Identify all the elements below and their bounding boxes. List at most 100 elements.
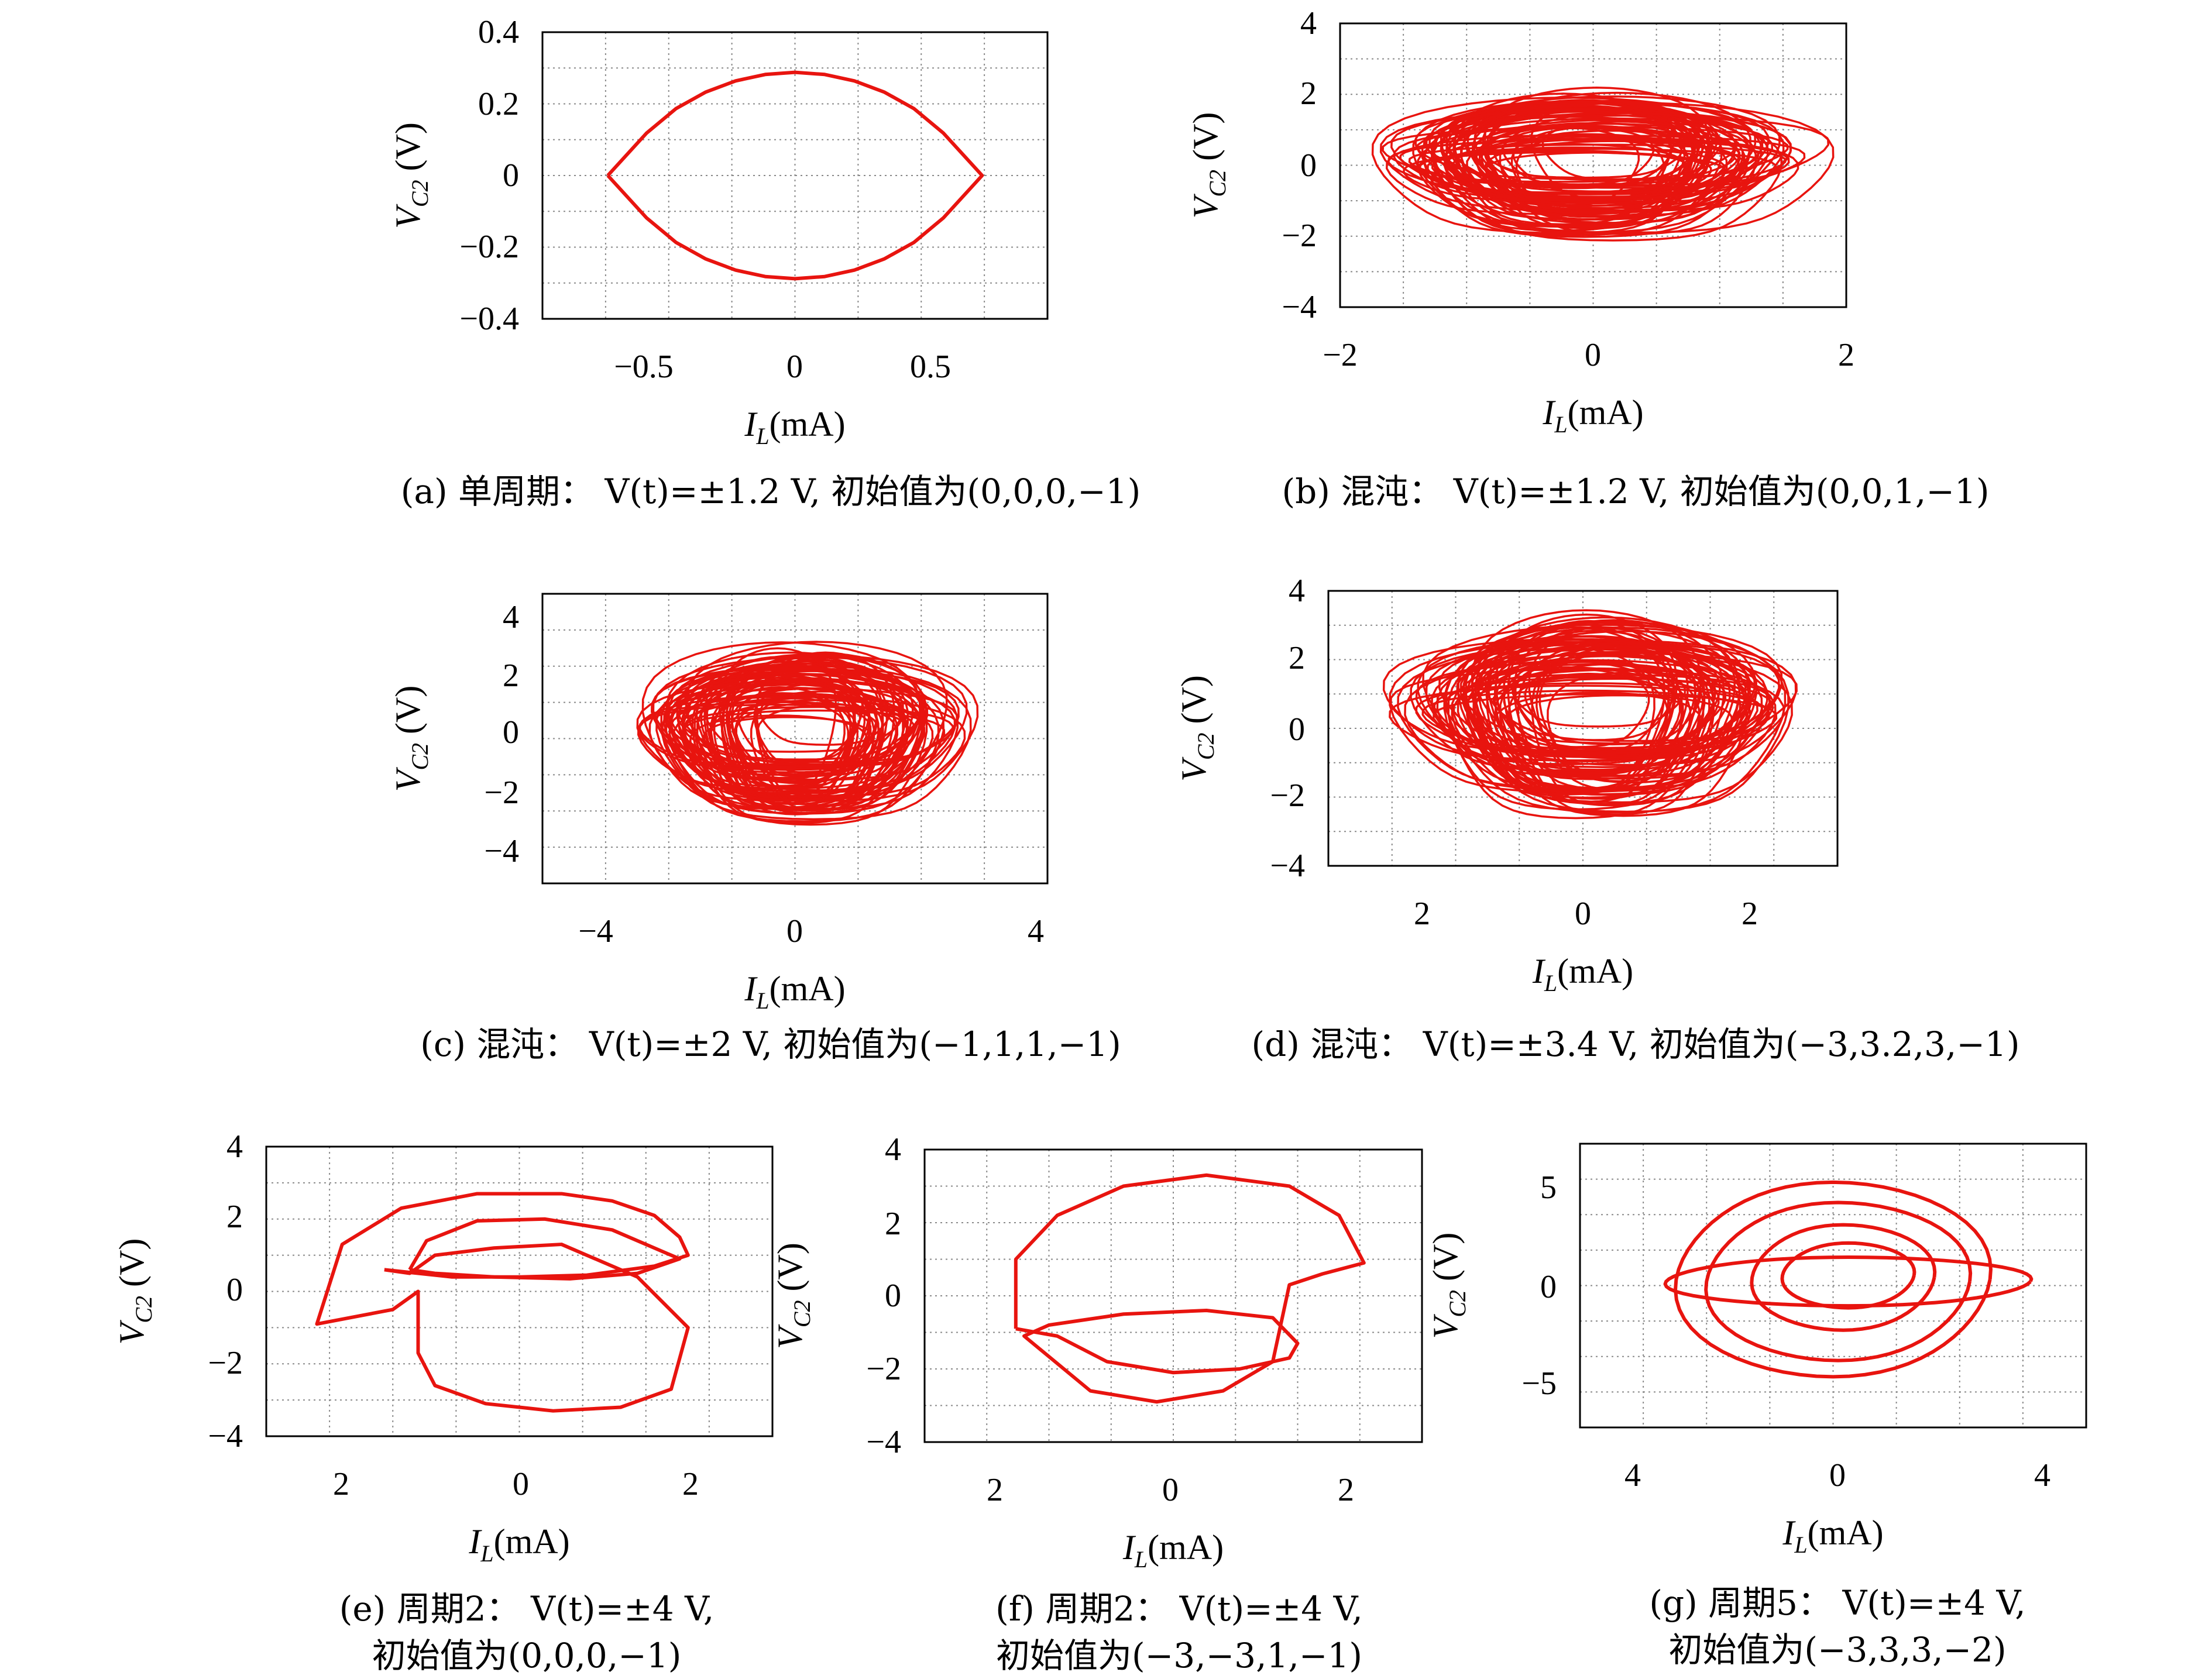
orbit-strand <box>693 663 928 826</box>
orbit-1 <box>1014 1173 1366 1404</box>
orbit-strand <box>1451 651 1793 804</box>
x-axis-label-unit: (mA) <box>1808 1513 1884 1552</box>
x-tick-label: 0 <box>786 913 803 949</box>
x-axis-label: IL(mA) <box>468 1522 569 1567</box>
y-tick-label: −2 <box>208 1345 243 1381</box>
orbit-strand <box>1433 693 1778 754</box>
y-axis-label-base: V <box>389 766 427 792</box>
y-tick-label: −4 <box>1282 289 1317 325</box>
panel-a: −0.5 0 0.5 −0.4 −0.2 0 0.2 0.4 IL(mA) VC2 (V) (a) … <box>389 14 1141 511</box>
orbit-1 <box>315 1192 690 1413</box>
orbit-strand <box>1428 100 1757 205</box>
x-tick-label: 2 <box>333 1466 349 1502</box>
x-axis-label: IL(mA) <box>744 969 845 1014</box>
y-tick-label: 0 <box>503 157 519 194</box>
y-tick-label: −2 <box>484 775 519 811</box>
x-tick-label: −0.5 <box>614 349 674 385</box>
y-tick-label: 2 <box>503 658 519 694</box>
panel-caption: (g) 周期5： V(t)=±4 V, <box>1649 1583 2025 1623</box>
trajectory <box>1382 609 1798 820</box>
y-tick-label: −2 <box>1282 218 1317 254</box>
x-axis-label-sub: L <box>480 1540 493 1567</box>
x-axis-label-base: I <box>1122 1528 1136 1567</box>
x-axis-label-base: I <box>468 1522 482 1561</box>
x-tick-label: 0 <box>1829 1457 1846 1494</box>
x-axis-label-sub: L <box>755 423 769 449</box>
grid <box>542 594 1047 883</box>
orbit-strand <box>677 696 903 753</box>
orbit-strand <box>1486 137 1669 187</box>
x-tick-label: 0 <box>1585 337 1601 373</box>
orbit-2 <box>408 1217 682 1281</box>
trajectory <box>1371 87 1835 242</box>
orbit-strand <box>1425 115 1706 188</box>
x-axis-label-sub: L <box>1544 970 1557 996</box>
x-tick-label: 0 <box>1162 1472 1179 1508</box>
panel-caption: (c) 混沌： V(t)=±2 V, 初始值为(−1,1,1,−1) <box>420 1024 1121 1064</box>
trajectory <box>315 1192 690 1413</box>
panel-caption: (d) 混沌： V(t)=±3.4 V, 初始值为(−3,3.2,3,−1) <box>1252 1024 2020 1064</box>
loop-1 <box>1674 1180 1993 1379</box>
orbit-strand <box>1495 659 1665 754</box>
orbit-strand <box>755 651 895 807</box>
orbit-strand <box>1431 100 1723 236</box>
y-tick-label: 4 <box>226 1128 243 1165</box>
x-tick-label: 0 <box>786 349 803 385</box>
panel-g: 4 0 4 −5 0 5 IL(mA) VC2 (V) (g) 周期5： V(t)=±4 V, 初… <box>1426 1143 2087 1670</box>
panel-caption: (a) 单周期： V(t)=±1.2 V, 初始值为(0,0,0,−1) <box>401 472 1141 511</box>
x-axis-label-unit: (mA) <box>1148 1528 1224 1567</box>
chaotic-attractor <box>1371 87 1835 242</box>
x-axis-label-base: I <box>744 405 758 443</box>
panel-c: −4 0 4 −4 −2 0 2 4 IL(mA) VC2 (V) (c) 混沌： V(t)=±2 … <box>389 593 1121 1064</box>
orbit-strand <box>641 641 921 810</box>
limit-cycle-curve <box>606 70 984 281</box>
trajectory <box>606 70 984 281</box>
orbit-strand <box>1538 651 1706 777</box>
y-axis-label-sub: C2 <box>1444 1290 1471 1317</box>
grid <box>1340 23 1846 307</box>
orbit-strand <box>1457 621 1750 796</box>
y-axis-label: VC2 (V) <box>1186 112 1231 219</box>
orbit-strand <box>1390 110 1764 199</box>
y-tick-label: −5 <box>1521 1365 1557 1402</box>
x-axis-label-unit: (mA) <box>1568 393 1644 432</box>
x-tick-label: 2 <box>1838 337 1854 373</box>
x-tick-label: 2 <box>1338 1472 1354 1508</box>
loop-3 <box>1750 1223 1937 1332</box>
orbit-strand <box>1416 126 1789 181</box>
orbit-strand <box>1471 616 1741 806</box>
orbit-strand <box>726 652 923 807</box>
plot-frame <box>541 31 1049 320</box>
y-tick-label: 0 <box>1289 711 1305 748</box>
x-axis-label-unit: (mA) <box>494 1522 570 1561</box>
x-axis-label-base: I <box>1782 1513 1796 1552</box>
x-axis-label: IL(mA) <box>1532 952 1633 996</box>
y-tick-label: 2 <box>226 1199 243 1235</box>
y-tick-label: −2 <box>1270 777 1305 814</box>
x-tick-label: 0 <box>513 1466 529 1502</box>
y-tick-label: 0 <box>226 1272 243 1308</box>
panel-caption: 初始值为(0,0,0,−1) <box>372 1636 682 1675</box>
x-tick-label: 4 <box>1028 913 1044 949</box>
orbit-strand <box>1475 644 1768 780</box>
orbit-strand <box>1536 645 1715 792</box>
orbit-strand <box>1417 638 1721 766</box>
orbit-strand <box>1524 663 1702 746</box>
y-axis-label-unit: (V) <box>1174 675 1213 732</box>
orbit-strand <box>1508 672 1668 775</box>
y-axis-label-unit: (V) <box>389 122 427 180</box>
y-tick-label: −0.2 <box>459 229 519 265</box>
panel-d: 2 0 2 −4 −2 0 2 4 IL(mA) VC2 (V) (d) 混沌： V(t)=±3.4… <box>1174 573 2019 1064</box>
y-axis-label-unit: (V) <box>389 686 427 743</box>
loop-2 <box>1704 1200 1973 1363</box>
x-axis-label-base: I <box>1542 393 1556 432</box>
y-tick-label: 0 <box>885 1278 901 1314</box>
plot-frame <box>265 1145 774 1437</box>
y-axis-label: VC2 (V) <box>112 1238 157 1345</box>
y-axis-label-unit: (V) <box>1426 1233 1465 1290</box>
plot-frame <box>1327 590 1839 867</box>
y-tick-label: 0.2 <box>478 86 519 122</box>
y-axis-label: VC2 (V) <box>389 122 433 229</box>
x-axis-label-sub: L <box>1554 411 1567 438</box>
